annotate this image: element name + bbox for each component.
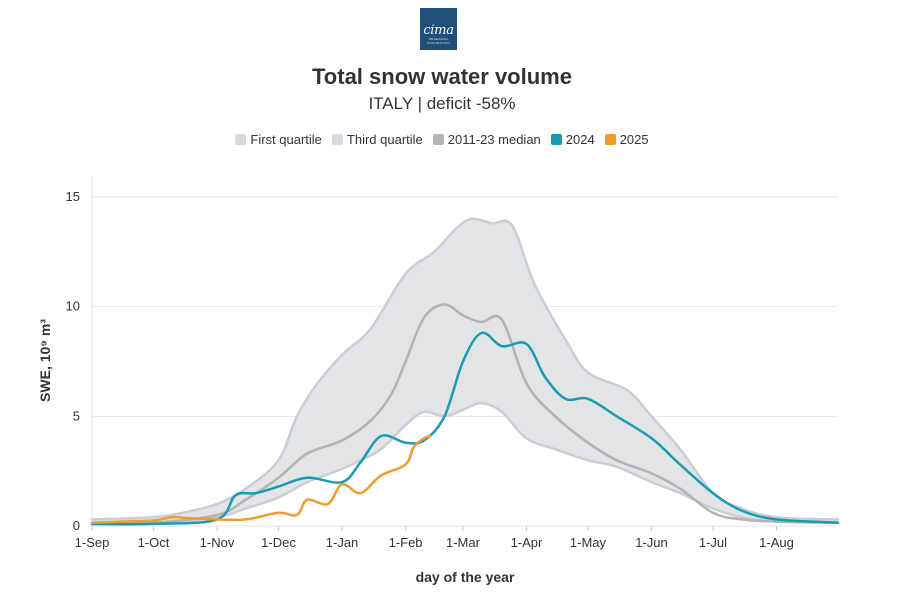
x-tick-label-7: 1-Apr: [511, 535, 543, 550]
legend-swatch-third-quartile: [331, 134, 343, 145]
y-tick-label-1: 5: [73, 408, 80, 423]
legend-item-median[interactable]: 2011-23 median: [432, 132, 541, 147]
x-tick-label-9: 1-Jun: [635, 535, 668, 550]
y-tick-labels: 0 5 10 15: [66, 189, 80, 533]
legend-swatch-2025: [604, 134, 616, 145]
legend-swatch-first-quartile: [235, 134, 247, 145]
chart-title: Total snow water volume: [312, 64, 572, 89]
series-line-first-quartile: [90, 401, 840, 527]
legend-label-third-quartile: Third quartile: [346, 132, 423, 147]
legend-item-2024[interactable]: 2024: [550, 132, 595, 147]
chart-subtitle: ITALY | deficit -58%: [368, 94, 516, 113]
x-tick-label-2: 1-Nov: [200, 535, 235, 550]
legend-label-2024: 2024: [565, 132, 595, 147]
x-tick-label-6: 1-Mar: [446, 535, 481, 550]
series-line-2011-23-median: [90, 303, 840, 526]
series-line-2024: [90, 331, 840, 526]
legend-item-third-quartile[interactable]: Third quartile: [331, 132, 423, 147]
chart-legend: First quartile Third quartile 2011-23 me…: [0, 132, 884, 147]
x-tick-label-10: 1-Jul: [699, 535, 727, 550]
x-tick-label-8: 1-May: [570, 535, 607, 550]
legend-swatch-2024: [550, 134, 562, 145]
x-tick-label-1: 1-Oct: [138, 535, 170, 550]
quartile-band-fill: [92, 218, 838, 525]
quartile-band: [92, 218, 838, 525]
series-line-third-quartile: [90, 217, 840, 521]
x-tick-labels: 1-Sep 1-Oct 1-Nov 1-Dec 1-Jan 1-Feb 1-Mar 1-Apr…: [75, 526, 794, 550]
y-tick-label-2: 10: [66, 299, 80, 314]
legend-label-2025: 2025: [619, 132, 649, 147]
legend-label-median: 2011-23 median: [447, 132, 541, 147]
x-tick-label-0: 1-Sep: [75, 535, 110, 550]
cima-logo: cima RESEARCH FOUNDATION: [420, 8, 457, 50]
y-tick-label-3: 15: [66, 189, 80, 204]
legend-label-first-quartile: First quartile: [250, 132, 322, 147]
y-tick-label-0: 0: [73, 518, 80, 533]
x-tick-label-5: 1-Feb: [389, 535, 423, 550]
grid-lines: [91, 175, 838, 527]
legend-item-2025[interactable]: 2025: [604, 132, 649, 147]
series-line-2025: [90, 434, 432, 524]
legend-item-first-quartile[interactable]: First quartile: [235, 132, 322, 147]
series-lines: [90, 217, 840, 527]
x-tick-label-11: 1-Aug: [759, 535, 794, 550]
x-tick-label-3: 1-Dec: [261, 535, 296, 550]
x-tick-label-4: 1-Jan: [326, 535, 359, 550]
y-axis-title: SWE, 10⁹ m³: [37, 319, 53, 402]
x-axis-title: day of the year: [416, 569, 515, 585]
logo-subtext: RESEARCH FOUNDATION: [427, 37, 450, 45]
legend-swatch-median: [432, 134, 444, 145]
logo-wordmark: cima: [423, 23, 454, 38]
